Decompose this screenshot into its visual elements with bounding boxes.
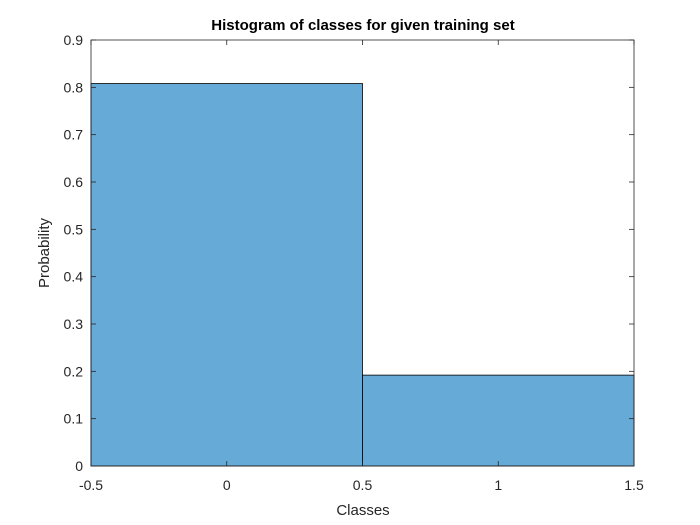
y-axis-label: Probability — [36, 217, 53, 288]
plot-frame — [90, 39, 635, 467]
y-tick-label-5: 0.5 — [64, 221, 84, 237]
y-tick-label-7: 0.7 — [64, 127, 84, 143]
x-tick-label-1: 0 — [223, 477, 231, 493]
x-tick-label-3: 1 — [494, 477, 502, 493]
histogram-bar-0 — [90, 83, 363, 467]
y-tick-label-1: 0.1 — [64, 411, 84, 427]
histogram-bar-1 — [362, 374, 635, 467]
y-tick-label-0: 0 — [75, 458, 83, 474]
y-tick-label-9: 0.9 — [64, 32, 84, 48]
x-tick-label-2: 0.5 — [353, 477, 373, 493]
y-tick-label-6: 0.6 — [64, 174, 84, 190]
y-tick-label-2: 0.2 — [64, 363, 84, 379]
chart-title: Histogram of classes for given training … — [211, 17, 514, 34]
tick-labels-group: -0.5 0 0.5 1 1.5 0 0.1 0.2 0.3 0.4 0.5 0.6 0.7 0.8 0.9 — [64, 32, 644, 493]
x-tick-label-4: 1.5 — [624, 477, 644, 493]
bars-group — [90, 83, 635, 467]
y-tick-label-4: 0.4 — [64, 269, 84, 285]
x-axis-label: Classes — [336, 502, 389, 519]
x-tick-label-0: -0.5 — [79, 477, 103, 493]
y-tick-label-3: 0.3 — [64, 316, 84, 332]
y-tick-label-8: 0.8 — [64, 79, 84, 95]
